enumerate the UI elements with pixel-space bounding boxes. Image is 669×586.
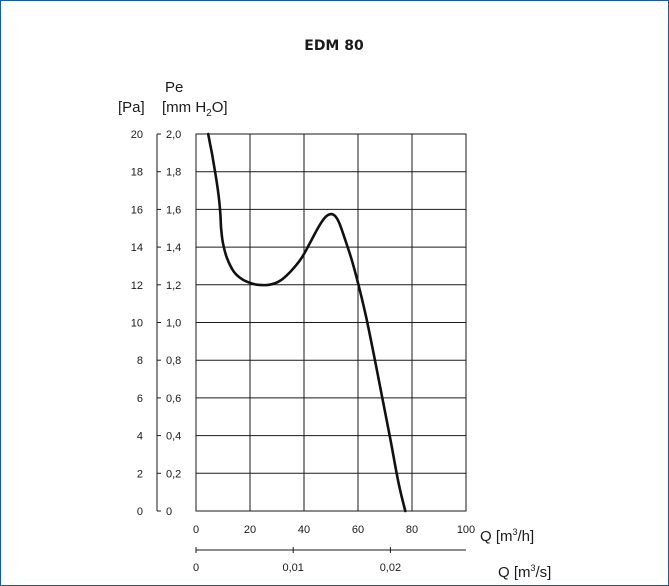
y-unit-mm-label: [mm H2O] [162,99,228,119]
y-pa-tick-label: 18 [131,167,143,179]
y-mm-tick-label: 1,0 [166,318,181,330]
y-unit-mm-tail: O] [212,99,228,116]
y-pa-tick-label: 14 [131,242,143,254]
series [206,132,407,513]
y-mm-tick-label: 0,4 [166,431,181,443]
grid [195,133,467,512]
x-secondary-label-lead: Q [m [498,564,531,581]
y-unit-mm-subscript: 2 [206,108,212,119]
x-tick-label: 20 [244,524,256,536]
tick-labels: 0 2 4 6 8 10 12 14 16 18 20 0 0,2 0,4 0,6 0,8 1,0 1,2 1,4 1… [131,129,475,574]
y-pa-tick-label: 8 [137,355,143,367]
y-unit-pa-label: [Pa] [118,99,145,116]
x-secondary-label-tail: /s] [536,564,552,581]
y-pa-tick-label: 6 [137,393,143,405]
x-secondary-label-superscript: 3 [531,563,536,573]
y-pa-tick-label: 12 [131,280,143,292]
x-tick-label: 80 [406,524,418,536]
y-quantity-label: Pe [165,79,183,96]
chart-title: EDM 80 [304,38,364,54]
x-axis-label: Q [m3/h] [480,527,534,545]
axes [156,133,466,553]
y-pa-tick-label: 2 [137,468,143,480]
y-mm-tick-label: 0,6 [166,393,181,405]
x-tick-label: 100 [457,524,475,536]
x-tick-label: 0 [193,524,199,536]
y-pa-tick-label: 10 [131,318,143,330]
x-axis-label-tail: /h] [518,528,535,545]
x-tick-label: 40 [298,524,310,536]
y-pa-tick-label: 4 [137,431,143,443]
y-mm-tick-label: 1,2 [166,280,181,292]
x-axis-label-superscript: 3 [513,527,518,537]
x-secondary-tick-label: 0 [193,562,199,574]
y-unit-mm-lead: [mm H [162,99,206,116]
y-mm-tick-label: 0,8 [166,355,181,367]
y-mm-tick-label: 1,4 [166,242,181,254]
y-pa-tick-label: 0 [137,506,143,518]
y-mm-tick-label: 2,0 [166,129,181,141]
y-mm-tick-label: 1,6 [166,204,181,216]
y-pa-tick-label: 20 [131,129,143,141]
y-mm-tick-label: 1,8 [166,167,181,179]
x-secondary-tick-label: 0,02 [380,562,401,574]
x-secondary-axis-label: Q [m3/s] [498,563,551,581]
x-tick-label: 60 [352,524,364,536]
y-mm-tick-label: 0,2 [166,468,181,480]
y-pa-tick-label: 16 [131,204,143,216]
y-mm-tick-label: 0 [166,506,172,518]
x-secondary-tick-label: 0,01 [282,562,303,574]
performance-curve [206,132,407,513]
x-axis-label-lead: Q [m [480,528,513,545]
